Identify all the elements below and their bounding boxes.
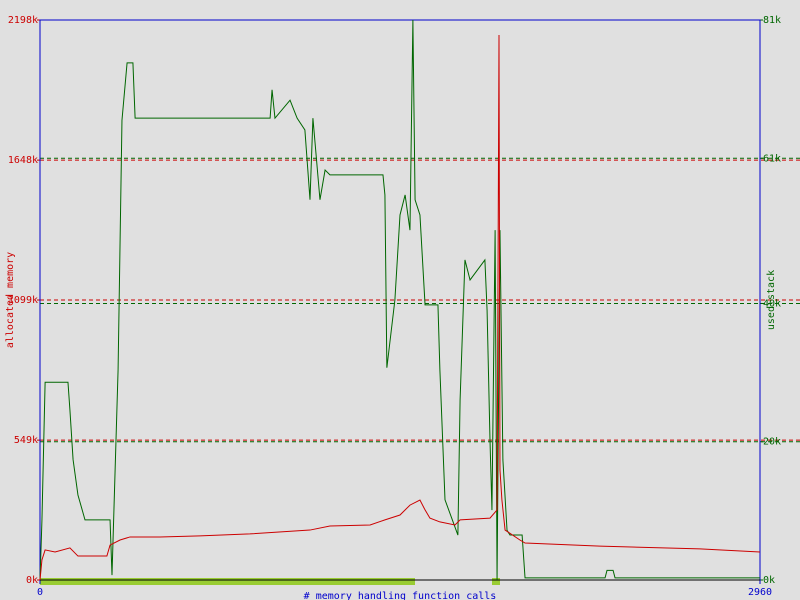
y-tick-label: 1099k: [8, 295, 38, 306]
y2-tick-label: 20k: [763, 437, 781, 448]
y2-tick-label: 61k: [763, 153, 781, 164]
y-tick-label: 1648k: [8, 155, 38, 166]
x-axis-label: # memory handling function calls: [304, 591, 497, 600]
series-line: [39, 35, 761, 581]
call-band: [40, 578, 415, 585]
series-line: [39, 19, 760, 581]
x-tick-label: 0: [37, 587, 43, 598]
y-tick-label: 0k: [26, 575, 38, 586]
y-axis-label: allocated memory: [5, 252, 16, 348]
y2-tick-label: 40k: [763, 298, 781, 309]
axis-frame: [39, 19, 761, 580]
y-tick-label: 549k: [14, 435, 38, 446]
y-tick-label: 2198k: [8, 15, 38, 26]
call-band: [492, 578, 500, 585]
y2-tick-label: 0k: [763, 575, 775, 586]
x-tick-label: 2960: [748, 587, 772, 598]
y2-tick-label: 81k: [763, 15, 781, 26]
